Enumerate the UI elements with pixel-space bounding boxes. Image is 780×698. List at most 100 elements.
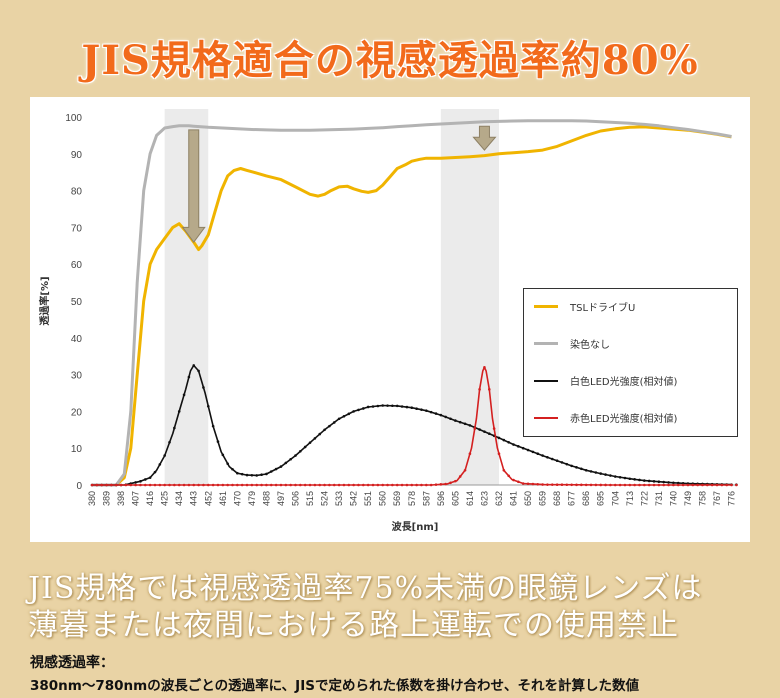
data-point <box>676 483 680 487</box>
data-point <box>623 483 627 487</box>
data-point <box>517 445 520 448</box>
x-tick-label: 407 <box>131 491 141 506</box>
statement-line-1: JIS規格では視感透過率75%未満の眼鏡レンズは <box>28 571 703 606</box>
arrow-down-icon <box>181 129 206 243</box>
data-point <box>555 483 559 487</box>
data-point <box>139 480 142 483</box>
x-tick-label: 731 <box>654 491 664 506</box>
data-point <box>681 483 685 487</box>
data-point <box>192 364 196 367</box>
y-tick-label: 50 <box>71 297 83 308</box>
data-point <box>143 478 147 481</box>
data-point <box>410 483 414 487</box>
x-tick-label: 470 <box>232 491 242 506</box>
arrow-down-icon <box>472 125 497 151</box>
data-point <box>110 483 113 487</box>
data-point <box>458 420 462 424</box>
data-point <box>696 483 699 487</box>
data-point <box>347 412 351 416</box>
series-line-1 <box>92 119 732 487</box>
data-point <box>299 483 302 487</box>
data-point <box>202 483 205 487</box>
chart-panel: 0 10 20 30 40 50 60 70 80 90 100 380 389 398 407 416 425… <box>30 97 750 542</box>
data-point <box>449 481 452 485</box>
data-point <box>584 483 588 487</box>
data-point <box>221 483 225 487</box>
data-point <box>497 436 501 440</box>
data-point <box>177 410 181 413</box>
shaded-band-0 <box>164 109 209 485</box>
x-tick-label: 668 <box>552 491 562 506</box>
data-point <box>672 481 675 485</box>
data-point <box>192 483 196 487</box>
data-point <box>352 410 355 413</box>
data-point <box>357 483 360 487</box>
definition-text: 380nm～780nmの波長ごとの透過率に、JISで定められた係数を掛け合わせ、… <box>30 678 639 694</box>
x-tick-label: 425 <box>160 491 170 506</box>
y-tick-label: 100 <box>65 113 82 124</box>
data-point <box>541 454 544 457</box>
x-tick-label: 632 <box>494 491 504 506</box>
data-point <box>279 465 283 468</box>
data-point <box>308 483 312 487</box>
data-point <box>633 478 636 481</box>
x-tick-label: 551 <box>363 491 373 506</box>
data-point <box>643 479 646 482</box>
x-tick-label: 578 <box>407 491 417 506</box>
data-point <box>177 483 181 487</box>
data-point <box>701 483 704 487</box>
statement-line-2: 薄暮または夜間における路上運転での使用禁止 <box>28 608 679 643</box>
x-tick-label: 416 <box>145 491 155 506</box>
data-point <box>391 483 394 487</box>
data-point <box>570 483 573 487</box>
data-point <box>618 475 622 479</box>
data-point <box>580 467 583 471</box>
data-point <box>240 472 244 476</box>
x-tick-label: 506 <box>290 491 300 506</box>
data-point <box>647 483 651 487</box>
data-point <box>604 483 607 487</box>
data-point <box>429 483 433 487</box>
data-point <box>405 405 409 409</box>
data-point <box>604 473 607 476</box>
data-point <box>444 415 447 419</box>
data-point <box>706 483 709 487</box>
data-point <box>240 483 244 487</box>
x-tick-label: 488 <box>261 491 271 506</box>
legend-swatch <box>534 380 558 382</box>
data-point <box>560 483 564 487</box>
data-point <box>231 483 234 487</box>
data-point <box>570 464 573 468</box>
data-point <box>512 443 515 446</box>
data-point <box>686 483 690 487</box>
data-point <box>391 404 394 408</box>
data-point <box>337 483 341 487</box>
data-point <box>173 483 176 487</box>
data-point <box>303 483 307 487</box>
x-tick-label: 623 <box>479 491 489 506</box>
data-point <box>584 468 588 472</box>
data-point <box>492 427 496 430</box>
data-point <box>439 413 443 417</box>
data-point <box>308 441 312 444</box>
data-point <box>255 474 259 477</box>
data-point <box>526 482 530 486</box>
data-point <box>444 482 447 486</box>
data-point <box>206 404 210 408</box>
data-point <box>497 452 501 456</box>
x-tick-label: 614 <box>465 491 475 506</box>
data-point <box>425 409 428 412</box>
data-point <box>347 483 351 487</box>
data-point <box>536 482 540 486</box>
data-point <box>628 477 632 481</box>
data-point <box>652 483 656 487</box>
data-point <box>609 483 612 487</box>
data-point <box>265 483 268 487</box>
x-tick-label: 605 <box>450 491 460 506</box>
data-point <box>536 452 540 456</box>
data-point <box>599 472 603 475</box>
x-tick-label: 704 <box>610 491 620 506</box>
y-tick-label: 90 <box>71 150 83 161</box>
x-tick-label: 542 <box>349 491 359 506</box>
data-point <box>362 483 365 487</box>
